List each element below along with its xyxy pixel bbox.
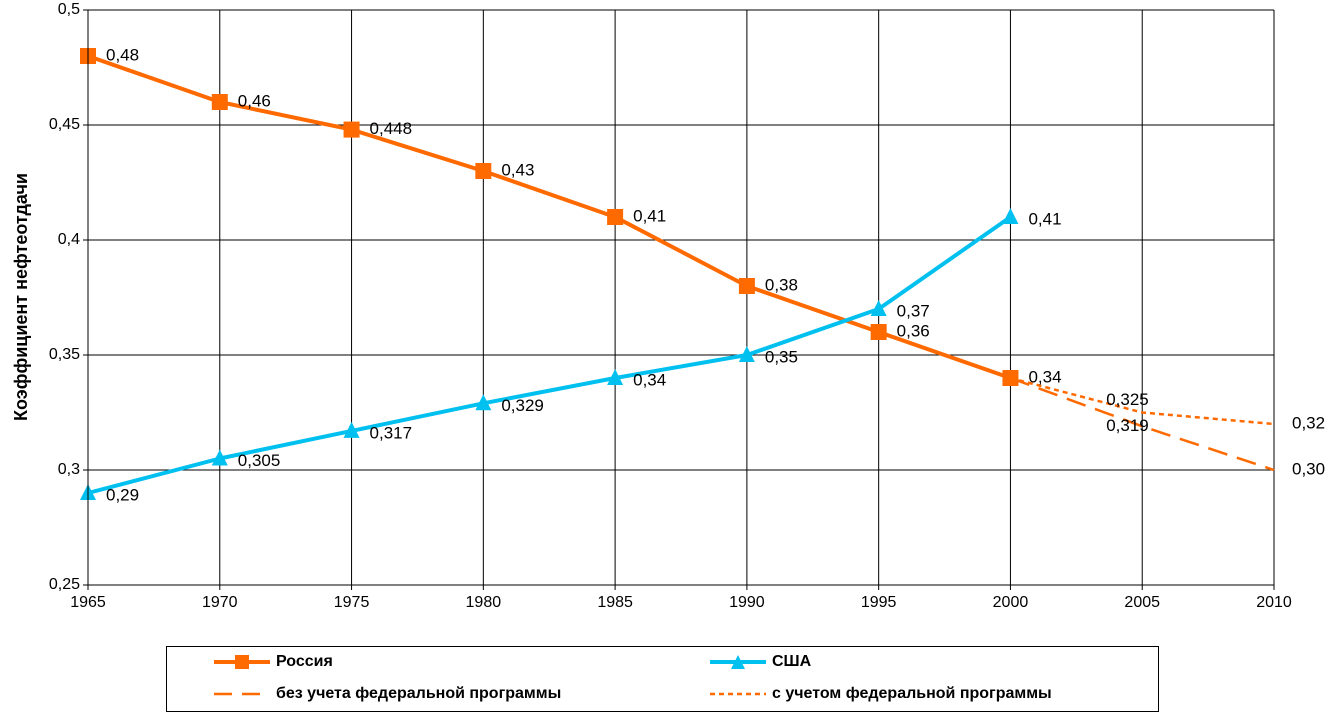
data-label-russia: 0,46 — [238, 91, 271, 110]
legend-item-russia: Россия — [214, 651, 333, 673]
legend-item-with-program: с учетом федеральной программы — [710, 683, 1052, 705]
series-line-with-program — [1010, 376, 1275, 426]
legend-label-without-program: без учета федеральной программы — [276, 685, 562, 702]
y-tick-label: 0,45 — [49, 116, 80, 133]
data-label-russia: 0,48 — [106, 45, 139, 64]
marker-russia — [738, 278, 755, 294]
x-tick-label: 2005 — [1124, 594, 1160, 611]
marker-usa — [607, 369, 624, 385]
marker-usa — [738, 346, 755, 362]
marker-russia — [343, 121, 360, 138]
legend-label-with-program: с учетом федеральной программы — [772, 685, 1052, 702]
x-tick-label: 1975 — [334, 594, 370, 611]
data-label-usa: 0,37 — [897, 301, 930, 320]
data-label-russia: 0,41 — [633, 206, 666, 225]
data-label-usa: 0,329 — [501, 396, 544, 415]
legend: Россия США без учета федеральной програм… — [166, 646, 1159, 712]
data-label-with-program: 0,32 — [1292, 413, 1325, 432]
marker-usa — [870, 300, 887, 316]
legend-label-usa: США — [772, 653, 812, 670]
x-tick-label: 1965 — [70, 594, 106, 611]
marker-russia — [475, 163, 492, 179]
series-lines — [87, 54, 1275, 495]
data-label-usa: 0,34 — [633, 370, 666, 389]
x-tick-label: 2010 — [1256, 594, 1292, 611]
y-tick-label: 0,35 — [49, 346, 80, 363]
series-line-without-program — [1010, 376, 1275, 472]
data-label-russia: 0,36 — [897, 321, 930, 340]
data-label-usa: 0,35 — [765, 347, 798, 366]
line-chart: 0,250,30,350,40,450,5 1965 1970 1975 1980 19… — [11, 1, 1325, 611]
data-label-with-program: 0,325 — [1106, 390, 1149, 409]
data-labels: 0,48 0,46 0,448 0,43 0,41 0,38 0,36 0,34 0,29 0,3… — [106, 45, 1325, 504]
data-label-without-program: 0,319 — [1106, 416, 1149, 435]
legend-item-without-program: без учета федеральной программы — [214, 683, 561, 705]
marker-usa — [1002, 208, 1019, 224]
data-label-russia: 0,38 — [765, 275, 798, 294]
marker-usa — [211, 449, 228, 466]
legend-label-russia: Россия — [276, 653, 333, 670]
marker-usa — [343, 421, 360, 438]
series-markers — [80, 48, 1019, 500]
x-tick-label: 1985 — [597, 594, 633, 611]
y-tick-label: 0,25 — [49, 576, 80, 593]
legend-item-usa: США — [710, 651, 811, 673]
marker-russia — [870, 324, 887, 340]
y-tick-label: 0,3 — [58, 461, 80, 478]
data-label-russia: 0,34 — [1028, 367, 1061, 386]
data-label-russia: 0,43 — [501, 160, 534, 179]
x-tick-label: 1970 — [202, 594, 238, 611]
marker-russia — [1002, 370, 1019, 386]
data-label-without-program: 0,30 — [1292, 459, 1325, 478]
series-line-usa — [87, 215, 1012, 495]
series-line-russia — [87, 54, 1012, 380]
x-tick-label: 1990 — [729, 594, 765, 611]
legend-swatch-usa — [710, 655, 766, 669]
marker-russia — [607, 209, 624, 225]
data-label-usa: 0,317 — [370, 423, 413, 442]
y-tick-label: 0,5 — [58, 1, 80, 18]
data-label-usa: 0,305 — [238, 451, 281, 470]
legend-swatch-with-program — [710, 692, 766, 696]
y-axis-ticks: 0,25 0,3 0,35 0,4 0,45 0,5 — [49, 1, 88, 593]
marker-russia — [211, 94, 228, 110]
data-label-usa: 0,41 — [1028, 209, 1061, 228]
legend-swatch-without-program — [214, 692, 270, 696]
legend-swatch-russia — [214, 655, 270, 669]
data-label-usa: 0,29 — [106, 485, 139, 504]
marker-usa — [475, 394, 492, 411]
y-tick-label: 0,4 — [58, 231, 80, 248]
plot-area — [88, 10, 1274, 585]
y-axis-label: Коэффициент нефтеотдачи — [11, 173, 31, 421]
data-label-russia: 0,448 — [370, 119, 413, 138]
x-tick-label: 2000 — [993, 594, 1029, 611]
x-tick-label: 1995 — [861, 594, 897, 611]
x-tick-label: 1980 — [466, 594, 502, 611]
x-axis-ticks: 1965 1970 1975 1980 1985 1990 1995 2000 2005 2010 — [70, 585, 1292, 611]
